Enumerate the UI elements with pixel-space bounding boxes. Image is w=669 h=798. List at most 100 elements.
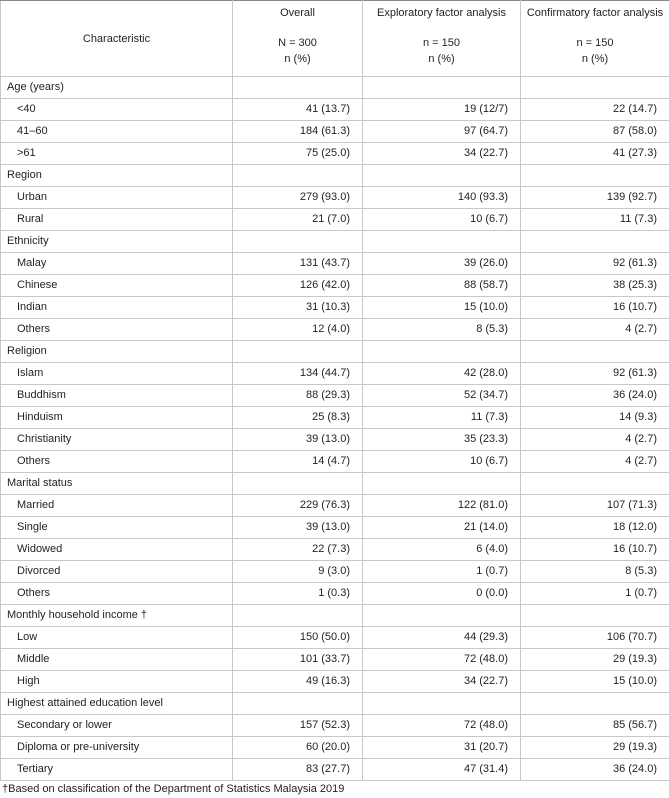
empty-cell <box>521 341 669 363</box>
value-cell: 21 (14.0) <box>363 517 521 539</box>
value-cell: 42 (28.0) <box>363 363 521 385</box>
row-label: 41–60 <box>1 121 233 143</box>
footnote: †Based on classification of the Departme… <box>0 781 669 798</box>
unit-label: n (%) <box>233 51 362 67</box>
value-cell: 21 (7.0) <box>233 209 363 231</box>
row-label: Others <box>1 583 233 605</box>
value-cell: 41 (27.3) <box>521 143 669 165</box>
value-cell: 134 (44.7) <box>233 363 363 385</box>
value-cell: 157 (52.3) <box>233 715 363 737</box>
value-cell: 4 (2.7) <box>521 429 669 451</box>
row-label: Tertiary <box>1 759 233 781</box>
value-cell: 279 (93.0) <box>233 187 363 209</box>
empty-cell <box>363 341 521 363</box>
column-title: Exploratory factor analysis <box>363 1 520 35</box>
value-cell: 75 (25.0) <box>233 143 363 165</box>
value-cell: 29 (19.3) <box>521 649 669 671</box>
value-cell: 52 (34.7) <box>363 385 521 407</box>
value-cell: 126 (42.0) <box>233 275 363 297</box>
value-cell: 83 (27.7) <box>233 759 363 781</box>
value-cell: 14 (4.7) <box>233 451 363 473</box>
value-cell: 31 (10.3) <box>233 297 363 319</box>
section-row: Monthly household income † <box>1 605 669 627</box>
value-cell: 47 (31.4) <box>363 759 521 781</box>
row-label: Married <box>1 495 233 517</box>
value-cell: 122 (81.0) <box>363 495 521 517</box>
value-cell: 1 (0.3) <box>233 583 363 605</box>
value-cell: 22 (14.7) <box>521 99 669 121</box>
value-cell: 106 (70.7) <box>521 627 669 649</box>
value-cell: 85 (56.7) <box>521 715 669 737</box>
empty-cell <box>521 231 669 253</box>
row-label: Diploma or pre-university <box>1 737 233 759</box>
section-label: Region <box>1 165 233 187</box>
empty-cell <box>233 473 363 495</box>
empty-cell <box>363 77 521 99</box>
row-label: Low <box>1 627 233 649</box>
value-cell: 14 (9.3) <box>521 407 669 429</box>
value-cell: 72 (48.0) <box>363 715 521 737</box>
value-cell: 15 (10.0) <box>521 671 669 693</box>
section-row: Highest attained education level <box>1 693 669 715</box>
value-cell: 39 (13.0) <box>233 429 363 451</box>
row-label: Others <box>1 319 233 341</box>
row-label: Rural <box>1 209 233 231</box>
value-cell: 8 (5.3) <box>363 319 521 341</box>
value-cell: 19 (12/7) <box>363 99 521 121</box>
value-cell: 131 (43.7) <box>233 253 363 275</box>
value-cell: 1 (0.7) <box>521 583 669 605</box>
section-label: Highest attained education level <box>1 693 233 715</box>
sample-size: N = 300 <box>233 35 362 51</box>
section-label: Religion <box>1 341 233 363</box>
empty-cell <box>363 165 521 187</box>
empty-cell <box>521 693 669 715</box>
value-cell: 1 (0.7) <box>363 561 521 583</box>
unit-label: n (%) <box>363 51 520 67</box>
value-cell: 10 (6.7) <box>363 451 521 473</box>
value-cell: 6 (4.0) <box>363 539 521 561</box>
empty-cell <box>233 605 363 627</box>
empty-cell <box>363 473 521 495</box>
value-cell: 72 (48.0) <box>363 649 521 671</box>
empty-cell <box>363 231 521 253</box>
empty-cell <box>233 693 363 715</box>
value-cell: 15 (10.0) <box>363 297 521 319</box>
value-cell: 8 (5.3) <box>521 561 669 583</box>
empty-cell <box>521 605 669 627</box>
row-label: >61 <box>1 143 233 165</box>
value-cell: 107 (71.3) <box>521 495 669 517</box>
empty-cell <box>521 77 669 99</box>
value-cell: 10 (6.7) <box>363 209 521 231</box>
row-label: High <box>1 671 233 693</box>
row-label: Hinduism <box>1 407 233 429</box>
value-cell: 49 (16.3) <box>233 671 363 693</box>
section-row: Region <box>1 165 669 187</box>
value-cell: 36 (24.0) <box>521 385 669 407</box>
value-cell: 16 (10.7) <box>521 539 669 561</box>
row-label: Malay <box>1 253 233 275</box>
row-label: Urban <box>1 187 233 209</box>
